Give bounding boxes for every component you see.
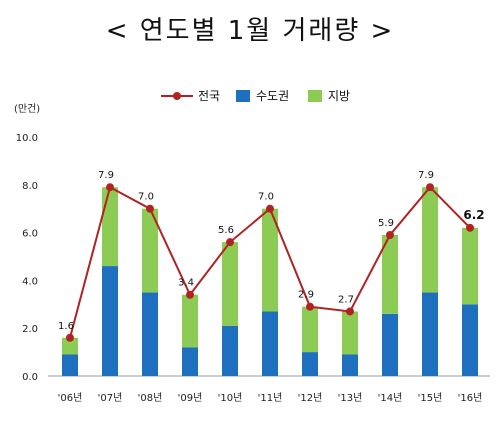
chart-title: < 연도별 1월 거래량 > xyxy=(105,16,395,46)
legend-swatch-capital-area xyxy=(236,90,250,102)
legend: 전국 수도권 지방 xyxy=(161,89,350,103)
bar-capital-area xyxy=(302,352,318,376)
legend-swatch-regional xyxy=(308,90,322,102)
y-tick-label: 10.0 xyxy=(16,133,38,144)
legend-label-national: 전국 xyxy=(198,89,220,103)
bar-capital-area xyxy=(142,292,158,376)
bar-capital-area xyxy=(62,354,78,376)
y-axis: 0.0 2.0 4.0 6.0 8.0 10.0 xyxy=(16,133,38,383)
x-tick-label: '08년 xyxy=(138,392,163,404)
y-tick-label: 6.0 xyxy=(22,229,38,240)
bars xyxy=(62,187,478,376)
data-label: 7.9 xyxy=(98,170,114,181)
x-tick-label: '16년 xyxy=(458,392,483,404)
bar-regional xyxy=(302,306,318,353)
y-tick-label: 8.0 xyxy=(22,181,38,192)
national-series: 1.6 7.9 7.0 3.4 5.6 7.0 2.9 2.7 5.9 7.9 6.2 xyxy=(58,170,485,342)
data-label: 7.0 xyxy=(138,192,154,203)
x-tick-label: '14년 xyxy=(378,392,403,404)
bar-regional xyxy=(342,311,358,355)
national-point xyxy=(386,230,394,239)
bar-regional xyxy=(422,187,438,293)
bar-capital-area xyxy=(182,347,198,376)
x-tick-label: '10년 xyxy=(218,392,243,404)
legend-item-capital-area: 수도권 xyxy=(236,89,289,103)
x-axis: '06년 '07년 '08년 '09년 '10년 '11년 '12년 '13년 '14년 '15년… xyxy=(58,392,483,404)
bar-capital-area xyxy=(422,292,438,376)
bar-capital-area xyxy=(462,304,478,376)
bar-regional xyxy=(182,294,198,348)
data-label: 3.4 xyxy=(178,278,194,289)
national-point xyxy=(106,183,114,192)
x-tick-label: '12년 xyxy=(298,392,323,404)
data-label: 7.9 xyxy=(418,170,434,181)
national-point xyxy=(426,183,434,192)
legend-marker-swatch xyxy=(173,92,181,100)
bar-regional xyxy=(382,234,398,314)
x-tick-label: '15년 xyxy=(418,392,443,404)
legend-item-regional: 지방 xyxy=(308,89,350,103)
legend-label-capital-area: 수도권 xyxy=(256,89,289,103)
national-point xyxy=(226,238,234,247)
bar-regional xyxy=(142,208,158,293)
legend-item-national: 전국 xyxy=(161,89,220,103)
x-tick-label: '06년 xyxy=(58,392,83,404)
x-tick-label: '07년 xyxy=(98,392,123,404)
x-tick-label: '09년 xyxy=(178,392,203,404)
data-label: 1.6 xyxy=(58,321,74,332)
bar-regional xyxy=(222,242,238,326)
y-tick-label: 0.0 xyxy=(22,372,38,383)
data-label: 5.6 xyxy=(218,225,234,236)
data-label: 2.9 xyxy=(298,290,314,301)
bar-regional xyxy=(262,208,278,312)
data-label: 2.7 xyxy=(338,294,354,305)
bar-capital-area xyxy=(102,266,118,376)
legend-label-regional: 지방 xyxy=(328,89,350,103)
bar-capital-area xyxy=(382,313,398,376)
bar-regional xyxy=(62,337,78,355)
national-point xyxy=(186,290,194,299)
y-unit-label: (만건) xyxy=(14,103,40,115)
bar-regional xyxy=(102,187,118,267)
bar-capital-area xyxy=(262,311,278,376)
y-tick-label: 2.0 xyxy=(22,324,38,335)
bar-capital-area xyxy=(342,354,358,376)
x-tick-label: '13년 xyxy=(338,392,363,404)
bar-capital-area xyxy=(222,325,238,376)
bar-regional xyxy=(462,227,478,305)
data-label: 6.2 xyxy=(463,208,484,222)
national-point xyxy=(266,204,274,213)
data-label: 5.9 xyxy=(378,218,394,229)
national-point xyxy=(66,333,74,342)
y-tick-label: 4.0 xyxy=(22,276,38,287)
x-tick-label: '11년 xyxy=(258,392,283,404)
national-point xyxy=(466,223,474,232)
national-point xyxy=(306,302,314,311)
national-point xyxy=(146,204,154,213)
national-point xyxy=(346,307,354,316)
data-label: 7.0 xyxy=(258,192,274,203)
